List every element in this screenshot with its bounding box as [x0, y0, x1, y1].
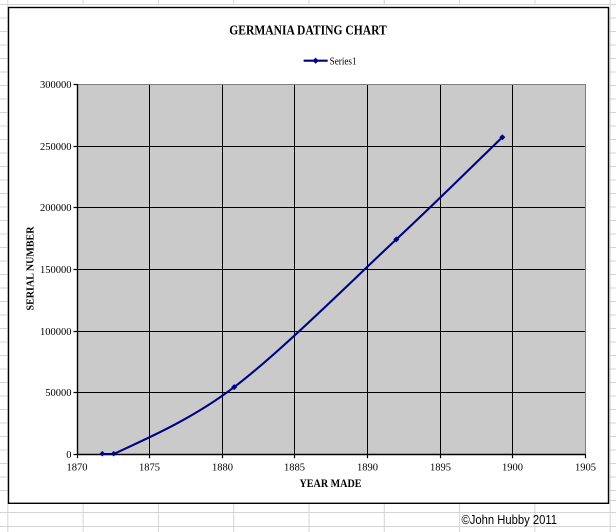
svg-text:1870: 1870 [67, 462, 88, 473]
svg-text:100000: 100000 [40, 327, 72, 338]
svg-text:150000: 150000 [40, 265, 72, 276]
svg-text:300000: 300000 [40, 80, 72, 91]
svg-text:1890: 1890 [357, 462, 378, 473]
svg-text:1905: 1905 [575, 462, 596, 473]
svg-text:Series1: Series1 [330, 56, 357, 67]
svg-text:1885: 1885 [284, 462, 305, 473]
svg-text:YEAR MADE: YEAR MADE [300, 478, 362, 490]
svg-text:1880: 1880 [212, 462, 233, 473]
svg-text:1900: 1900 [502, 462, 523, 473]
svg-text:1875: 1875 [139, 462, 160, 473]
svg-text:0: 0 [66, 450, 71, 461]
svg-text:GERMANIA DATING CHART: GERMANIA DATING CHART [229, 22, 387, 37]
svg-text:200000: 200000 [40, 203, 72, 214]
svg-text:©John Hubby 2011: ©John Hubby 2011 [462, 513, 558, 527]
svg-text:50000: 50000 [45, 388, 71, 399]
svg-text:250000: 250000 [40, 142, 72, 153]
svg-text:1895: 1895 [430, 462, 451, 473]
svg-text:SERIAL NUMBER: SERIAL NUMBER [24, 226, 36, 311]
